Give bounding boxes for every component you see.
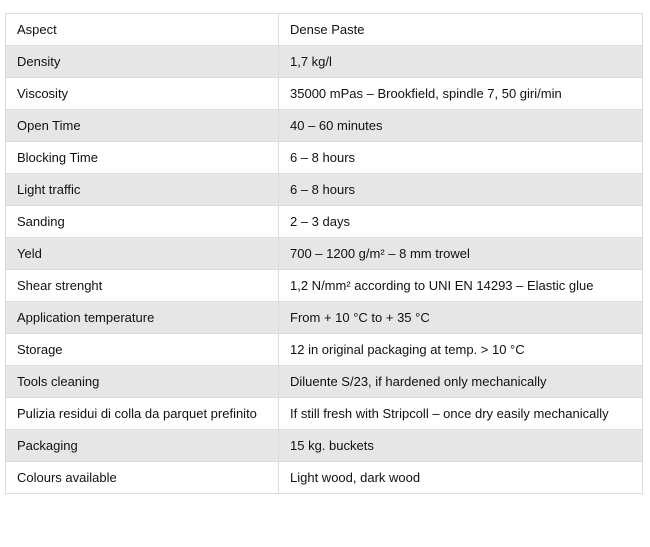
value-cell: 35000 mPas – Brookfield, spindle 7, 50 g… [278,77,643,110]
table-row: Viscosity 35000 mPas – Brookfield, spindl… [5,77,643,110]
value-cell: If still fresh with Stripcoll – once dry… [278,397,643,430]
table-row: Sanding 2 – 3 days [5,205,643,238]
value-cell: 6 – 8 hours [278,141,643,174]
table-row: Blocking Time 6 – 8 hours [5,141,643,174]
aspect-cell: Open Time [5,109,279,142]
table-row: Pulizia residui di colla da parquet pref… [5,397,643,430]
value-cell: 6 – 8 hours [278,173,643,206]
aspect-cell: Packaging [5,429,279,462]
table-row: Yeld 700 – 1200 g/m² – 8 mm trowel [5,237,643,270]
aspect-cell: Sanding [5,205,279,238]
value-cell: Light wood, dark wood [278,461,643,494]
value-cell: Diluente S/23, if hardened only mechanic… [278,365,643,398]
value-cell: 15 kg. buckets [278,429,643,462]
aspect-cell: Shear strenght [5,269,279,302]
table-row: Light traffic 6 – 8 hours [5,173,643,206]
table-row: Density 1,7 kg/l [5,45,643,78]
value-cell: From + 10 °C to + 35 °C [278,301,643,334]
aspect-cell: Light traffic [5,173,279,206]
table-row: Storage 12 in original packaging at temp.… [5,333,643,366]
aspect-cell: Viscosity [5,77,279,110]
table-row: Tools cleaning Diluente S/23, if hardened… [5,365,643,398]
aspect-cell: Pulizia residui di colla da parquet pref… [5,397,279,430]
table-row: Packaging 15 kg. buckets [5,429,643,462]
aspect-cell: Density [5,45,279,78]
table-row: Shear strenght 1,2 N/mm² according to UNI… [5,269,643,302]
aspect-cell: Storage [5,333,279,366]
value-cell: 1,7 kg/l [278,45,643,78]
value-cell: 2 – 3 days [278,205,643,238]
value-cell: 12 in original packaging at temp. > 10 °… [278,333,643,366]
table-row: Application temperature From + 10 °C to +… [5,301,643,334]
aspect-cell: Tools cleaning [5,365,279,398]
value-cell: 700 – 1200 g/m² – 8 mm trowel [278,237,643,270]
table-row: Open Time 40 – 60 minutes [5,109,643,142]
header-cell-aspect: Aspect [5,13,279,46]
aspect-cell: Application temperature [5,301,279,334]
aspect-cell: Yeld [5,237,279,270]
specs-table: Aspect Dense Paste Density 1,7 kg/l Viscos… [5,13,643,494]
header-cell-dense-paste: Dense Paste [278,13,643,46]
table-row: Colours available Light wood, dark wood [5,461,643,494]
value-cell: 40 – 60 minutes [278,109,643,142]
table-header-row: Aspect Dense Paste [5,13,643,46]
aspect-cell: Blocking Time [5,141,279,174]
aspect-cell: Colours available [5,461,279,494]
value-cell: 1,2 N/mm² according to UNI EN 14293 – El… [278,269,643,302]
